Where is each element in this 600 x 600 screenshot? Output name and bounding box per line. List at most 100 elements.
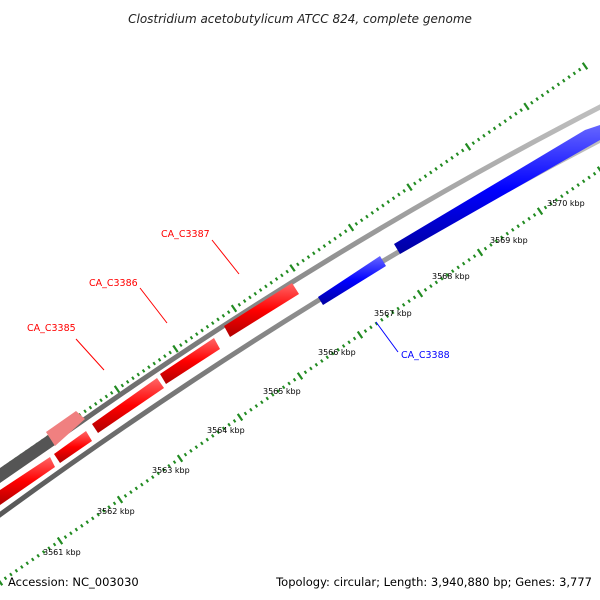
minor-tick: [101, 508, 106, 513]
minor-tick: [25, 561, 30, 566]
minor-tick: [242, 299, 247, 303]
minor-tick: [147, 365, 151, 370]
minor-tick: [519, 108, 523, 112]
minor-tick: [489, 243, 493, 247]
minor-tick: [535, 97, 539, 101]
gene-block-2: [54, 431, 92, 463]
minor-tick: [195, 332, 199, 336]
minor-tick: [74, 527, 79, 532]
minor-tick: [179, 343, 183, 348]
minor-tick: [200, 441, 204, 446]
minor-tick: [429, 284, 433, 288]
minor-tick: [521, 220, 526, 225]
minor-tick: [20, 565, 24, 569]
minor-tick: [391, 196, 396, 201]
minor-tick: [123, 493, 128, 498]
major-tick: [596, 166, 600, 172]
minor-tick: [556, 82, 561, 87]
minor-tick: [232, 419, 237, 423]
minor-tick: [440, 276, 444, 281]
backbone-outer: [0, 104, 600, 483]
minor-tick: [325, 355, 330, 360]
minor-tick: [221, 426, 226, 431]
minor-tick: [397, 192, 401, 197]
major-tick: [296, 372, 304, 380]
minor-tick: [576, 183, 580, 187]
minor-tick: [492, 126, 497, 131]
minor-tick: [109, 390, 114, 395]
tick-label-3562: 3562 kbp: [97, 507, 135, 516]
major-tick: [523, 102, 530, 111]
minor-tick: [96, 512, 100, 517]
minor-tick: [327, 240, 332, 245]
major-tick: [56, 536, 64, 545]
minor-tick: [354, 222, 359, 226]
minor-tick: [551, 86, 555, 90]
tick-label-3567: 3567 kbp: [374, 309, 412, 318]
minor-tick: [285, 269, 289, 274]
leader-ca-c3385: [75, 338, 105, 371]
minor-tick: [540, 93, 545, 98]
minor-tick: [189, 335, 194, 340]
minor-tick: [303, 370, 308, 375]
minor-tick: [336, 347, 340, 352]
minor-tick: [145, 478, 150, 483]
minor-tick: [258, 288, 263, 292]
minor-tick: [460, 148, 465, 153]
minor-tick: [527, 216, 531, 221]
major-tick: [416, 289, 424, 298]
minor-tick: [168, 350, 172, 355]
minor-tick: [152, 361, 156, 366]
minor-tick: [359, 218, 364, 223]
minor-tick: [516, 224, 520, 229]
major-tick: [289, 264, 296, 272]
minor-tick: [386, 200, 390, 204]
minor-tick: [561, 78, 566, 83]
minor-tick: [269, 280, 273, 285]
minor-tick: [500, 235, 504, 240]
minor-tick: [503, 119, 507, 123]
minor-tick: [330, 351, 335, 356]
minor-tick: [163, 354, 167, 359]
gene-label-ca-c3388: CA_C3388: [401, 350, 450, 361]
minor-tick: [216, 430, 220, 435]
minor-tick: [402, 188, 406, 193]
gene-block-1: [0, 457, 55, 505]
minor-tick: [125, 379, 130, 384]
minor-tick: [265, 396, 270, 401]
gene-label-ca-c3385: CA_C3385: [27, 323, 76, 334]
minor-tick: [456, 265, 460, 270]
minor-tick: [407, 299, 411, 303]
minor-tick: [156, 471, 160, 476]
minor-tick: [205, 324, 210, 329]
minor-tick: [107, 505, 111, 509]
minor-tick: [210, 434, 215, 438]
minor-tick: [83, 409, 87, 414]
minor-tick: [237, 302, 242, 307]
inner-tick-row: [0, 166, 600, 586]
minor-tick: [471, 141, 476, 146]
minor-tick: [476, 137, 481, 142]
minor-tick: [450, 155, 454, 160]
minor-tick: [554, 198, 559, 202]
outer-tick-row: [0, 62, 589, 474]
minor-tick: [312, 251, 316, 256]
minor-tick: [505, 231, 510, 236]
minor-tick: [374, 321, 379, 326]
major-tick: [113, 385, 121, 394]
minor-tick: [120, 383, 125, 388]
minor-tick: [3, 576, 8, 581]
minor-tick: [248, 295, 252, 300]
minor-tick: [85, 520, 90, 524]
map-title: Clostridium acetobutylicum ATCC 824, com…: [128, 12, 472, 26]
gene-block-3: [92, 378, 164, 433]
minor-tick: [338, 233, 343, 237]
minor-tick: [150, 475, 155, 480]
major-tick: [0, 580, 4, 586]
tick-label-3566: 3566 kbp: [318, 348, 356, 357]
minor-tick: [434, 166, 438, 171]
minor-tick: [333, 236, 337, 241]
reverse-genes: [318, 125, 600, 305]
minor-tick: [80, 523, 84, 528]
major-tick: [176, 454, 184, 463]
